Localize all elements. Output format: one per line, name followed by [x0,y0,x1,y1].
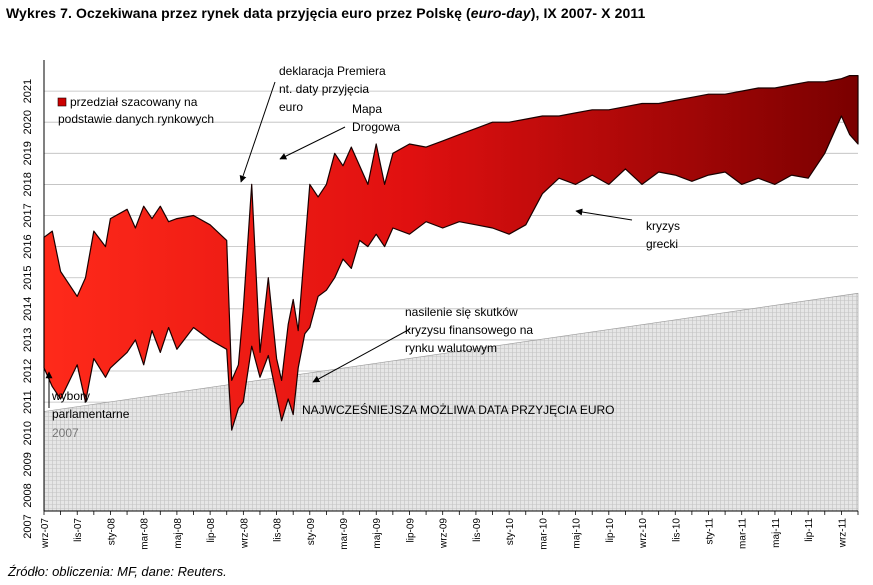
y-tick-label-2011: 2011 [22,390,34,414]
x-tick-label-mar-09: mar-09 [339,518,350,550]
x-tick-label-lip-10: lip-10 [605,518,616,543]
y-tick-labels: 2007 2008 2009 2010 2011 2012 2013 2014 2015 2016… [22,79,34,539]
annotation-premier: deklaracja Premiera nt. daty przyjęcia e… [239,64,386,183]
annotation-premier-line3: euro [279,100,303,114]
y-tick-label-2021: 2021 [22,79,34,103]
x-tick-label-maj-11: maj-11 [771,518,782,548]
annotation-kryzys-line2: grecki [646,237,678,251]
x-tick-label-sty-11: sty-11 [704,518,715,545]
legend-label-line2: podstawie danych rynkowych [58,112,214,126]
chart-title: Wykres 7. Oczekiwana przez rynek data pr… [6,5,646,21]
x-tick-label-lip-08: lip-08 [206,518,217,543]
x-tick-label-maj-08: maj-08 [173,518,184,549]
chart: 2007 2008 2009 2010 2011 2012 2013 2014 2015 2016… [22,60,859,550]
x-tick-label-wrz-10: wrz-10 [638,518,649,549]
annotation-kryzys-line1: kryzys [646,219,680,233]
annotation-mapa-arrow [279,126,346,160]
y-tick-label-2009: 2009 [22,452,34,476]
x-tick-label-maj-10: maj-10 [572,518,583,549]
x-tick-label-lis-08: lis-08 [273,518,284,542]
x-tick-label-lis-07: lis-07 [73,518,84,542]
annotation-skutki-line1: nasilenie się skutków [405,305,518,319]
y-tick-label-2012: 2012 [22,359,34,383]
annotation-kryzys-arrow [575,208,633,221]
y-tick-label-2020: 2020 [22,110,34,134]
annotation-skutki-line3: rynku walutowym [405,341,497,355]
annotation-kryzys: kryzys grecki [575,208,680,251]
source-note: Źródło: obliczenia: MF, dane: Reuters. [8,564,227,579]
legend-swatch [57,97,67,107]
x-tick-label-wrz-09: wrz-09 [439,518,450,549]
legend-label-line1: przedział szacowany na [70,95,198,109]
y-tick-label-2018: 2018 [22,172,34,196]
annotation-premier-line1: deklaracja Premiera [279,64,386,78]
annotation-skutki-line2: kryzysu finansowego na [405,323,533,337]
y-tick-label-2014: 2014 [22,297,34,321]
annotation-premier-line2: nt. daty przyjęcia [279,82,369,96]
annotation-premier-arrow [239,81,276,183]
x-tick-label-lis-10: lis-10 [671,518,682,542]
x-tick-label-maj-09: maj-09 [372,518,383,549]
y-tick-label-2015: 2015 [22,265,34,289]
y-tick-label-2010: 2010 [22,421,34,445]
x-tick-label-mar-10: mar-10 [538,518,549,550]
y-tick-label-2007: 2007 [22,514,34,538]
annotation-mapa: Mapa Drogowa [279,102,400,160]
x-tick-label-wrz-07: wrz-07 [40,518,51,549]
x-tick-label-mar-08: mar-08 [140,518,151,550]
x-tick-label-wrz-08: wrz-08 [239,518,250,549]
annotation-wybory-year: 2007 [52,426,79,440]
x-tick-label-lip-11: lip-11 [804,518,815,542]
y-tick-label-2019: 2019 [22,141,34,165]
annotation-mapa-line2: Drogowa [352,120,400,134]
annotation-wybory: wybory parlamentarne 2007 [45,371,130,440]
annotation-skutki: nasilenie się skutków kryzysu finansoweg… [312,305,533,383]
estimated-range-band [43,75,859,431]
y-tick-label-2016: 2016 [22,234,34,258]
x-tick-label-sty-10: sty-10 [505,518,516,546]
y-tick-label-2017: 2017 [22,203,34,227]
x-tick-label-lip-09: lip-09 [405,518,416,543]
x-tick-label-sty-08: sty-08 [106,518,117,546]
legend: przedział szacowany na podstawie danych … [57,95,214,126]
y-tick-label-2008: 2008 [22,483,34,507]
annotation-mapa-line1: Mapa [352,102,382,116]
x-tick-labels: wrz-07 lis-07 sty-08 mar-08 maj-08 lip-08 wrz-… [40,518,848,550]
x-ticks [43,511,859,515]
annotation-skutki-arrow [312,328,411,383]
y-tick-label-2013: 2013 [22,328,34,352]
annotation-earliest-date: NAJWCZEŚNIEJSZA MOŻLIWA DATA PRZYJĘCIA E… [302,402,615,417]
x-tick-label-wrz-11: wrz-11 [837,518,848,549]
x-tick-label-lis-09: lis-09 [472,518,483,542]
annotation-wybory-line1: wybory [51,389,90,403]
x-tick-label-mar-11: mar-11 [738,518,749,549]
x-tick-label-sty-09: sty-09 [306,518,317,546]
annotation-wybory-line2: parlamentarne [52,407,130,421]
